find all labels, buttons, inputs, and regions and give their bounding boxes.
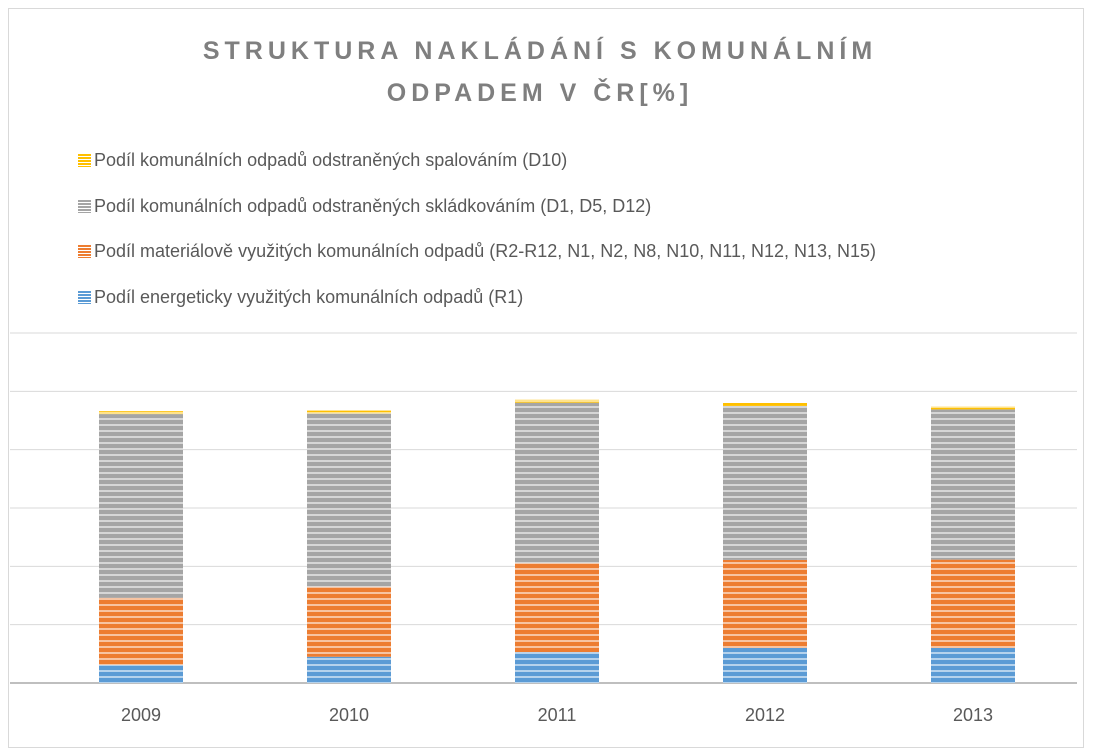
x-tick-label: 2013 <box>953 705 993 725</box>
x-tick-label: 2012 <box>745 705 785 725</box>
legend-swatch <box>78 290 91 304</box>
legend-swatch <box>78 245 91 259</box>
bar-segment <box>931 559 1015 648</box>
bar-segment <box>99 664 183 683</box>
legend-item: Podíl komunálních odpadů odstraněných sp… <box>78 138 876 184</box>
bar-segment <box>515 399 599 403</box>
bar-segment <box>931 406 1015 410</box>
legend-label: Podíl komunálních odpadů odstraněných sp… <box>94 150 568 171</box>
bar-segment <box>99 414 183 598</box>
bar-segment <box>515 563 599 653</box>
legend-label: Podíl komunálních odpadů odstraněných sk… <box>94 195 652 216</box>
legend: Podíl komunálních odpadů odstraněných sp… <box>78 138 876 320</box>
bar-segment <box>307 586 391 657</box>
bar-segment <box>99 597 183 665</box>
x-tick-label: 2010 <box>329 705 369 725</box>
bar-segment <box>723 648 807 683</box>
legend-swatch <box>78 154 91 168</box>
bar-segment <box>931 409 1015 560</box>
legend-swatch <box>78 199 91 213</box>
bar-segment <box>723 405 807 560</box>
legend-item: Podíl energeticky využitých komunálních … <box>78 275 876 321</box>
bar-segment <box>307 656 391 683</box>
legend-label: Podíl materiálově využitých komunálních … <box>94 241 877 262</box>
legend-item: Podíl materiálově využitých komunálních … <box>78 229 876 275</box>
bar-segment <box>99 411 183 415</box>
x-tick-label: 2009 <box>121 705 161 725</box>
bar-segment <box>723 403 807 406</box>
legend-item: Podíl komunálních odpadů odstraněných sk… <box>78 184 876 230</box>
bar-segment <box>931 648 1015 683</box>
legend-label: Podíl energeticky využitých komunálních … <box>94 286 524 307</box>
x-tick-label: 2011 <box>538 705 577 725</box>
bar-segment <box>307 413 391 587</box>
chart-title: STRUKTURA NAKLÁDÁNÍ S KOMUNÁLNÍM ODPADEM… <box>202 37 878 107</box>
bar-segment <box>307 410 391 414</box>
bar-segment <box>723 559 807 648</box>
bar-segment <box>515 652 599 683</box>
bar-segment <box>515 402 599 564</box>
